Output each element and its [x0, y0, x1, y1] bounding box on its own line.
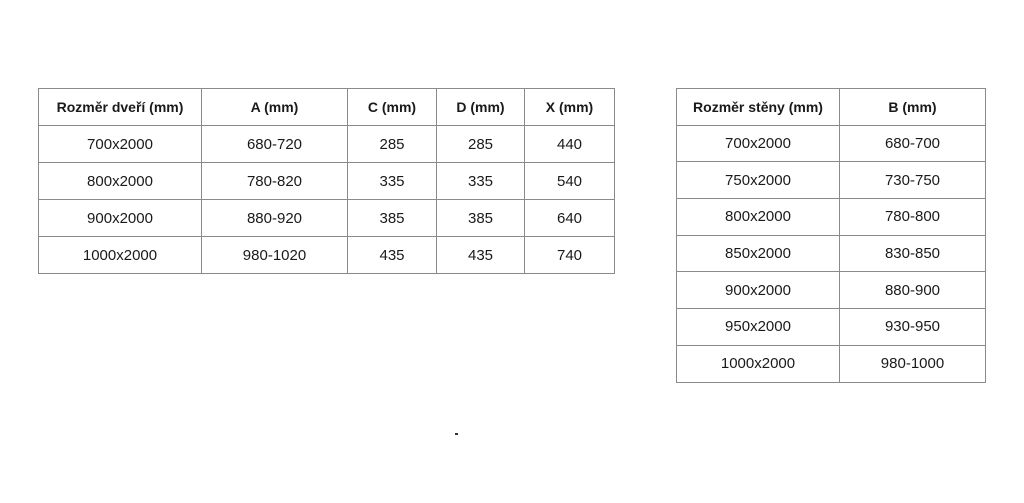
column-header: Rozměr stěny (mm): [676, 88, 840, 126]
table-cell: 780-820: [201, 162, 348, 200]
column-header: Rozměr dveří (mm): [38, 88, 202, 126]
table-cell: 730-750: [839, 161, 986, 200]
table-cell: 640: [524, 199, 615, 237]
table-cell: 680-700: [839, 124, 986, 163]
table-row: 850x2000 830-850: [676, 234, 986, 273]
table-row: 700x2000 680-700: [676, 124, 986, 163]
table-cell: 385: [347, 199, 437, 237]
column-header: D (mm): [436, 88, 525, 126]
table-row: 700x2000 680-720 285 285 440: [38, 125, 615, 163]
table-cell: 435: [436, 236, 525, 274]
table-cell: 880-900: [839, 271, 986, 310]
table-cell: 800x2000: [38, 162, 202, 200]
table-cell: 700x2000: [38, 125, 202, 163]
header-row: Rozměr dveří (mm) A (mm) C (mm) D (mm) X (mm…: [38, 88, 615, 126]
table-cell: 1000x2000: [38, 236, 202, 274]
table-cell: 440: [524, 125, 615, 163]
column-header: C (mm): [347, 88, 437, 126]
column-header: A (mm): [201, 88, 348, 126]
table-cell: 740: [524, 236, 615, 274]
table-row: 800x2000 780-820 335 335 540: [38, 162, 615, 200]
table-cell: 285: [436, 125, 525, 163]
table-cell: 700x2000: [676, 124, 840, 163]
column-header: X (mm): [524, 88, 615, 126]
table-cell: 385: [436, 199, 525, 237]
table-row: 1000x2000 980-1020 435 435 740: [38, 236, 615, 274]
table-cell: 900x2000: [38, 199, 202, 237]
table-cell: 800x2000: [676, 198, 840, 236]
table-cell: 850x2000: [676, 234, 840, 273]
table-cell: 750x2000: [676, 161, 840, 200]
table-cell: 900x2000: [676, 271, 840, 310]
table-row: 900x2000 880-920 385 385 640: [38, 199, 615, 237]
table-cell: 830-850: [839, 234, 986, 273]
table-cell: 435: [347, 236, 437, 274]
table-row: 800x2000 780-800: [676, 198, 986, 236]
table-cell: 780-800: [839, 198, 986, 236]
table-cell: 335: [436, 162, 525, 200]
table-cell: 930-950: [839, 308, 986, 346]
stray-mark: [455, 433, 458, 435]
column-header: B (mm): [839, 88, 986, 126]
table-cell: 1000x2000: [676, 344, 840, 383]
table-row: 750x2000 730-750: [676, 161, 986, 200]
table-cell: 285: [347, 125, 437, 163]
table-row: 900x2000 880-900: [676, 271, 986, 310]
header-row: Rozměr stěny (mm) B (mm): [676, 88, 986, 126]
table-cell: 680-720: [201, 125, 348, 163]
table-cell: 880-920: [201, 199, 348, 237]
table-row: 1000x2000 980-1000: [676, 344, 986, 383]
table-cell: 540: [524, 162, 615, 200]
table-cell: 980-1000: [839, 344, 986, 383]
table-cell: 980-1020: [201, 236, 348, 274]
table-row: 950x2000 930-950: [676, 308, 986, 346]
wall-dimensions-table: Rozměr stěny (mm) B (mm) 700x2000 680-700 7…: [676, 88, 986, 383]
door-dimensions-table: Rozměr dveří (mm) A (mm) C (mm) D (mm) X (mm…: [38, 88, 615, 274]
table-cell: 950x2000: [676, 308, 840, 346]
table-cell: 335: [347, 162, 437, 200]
